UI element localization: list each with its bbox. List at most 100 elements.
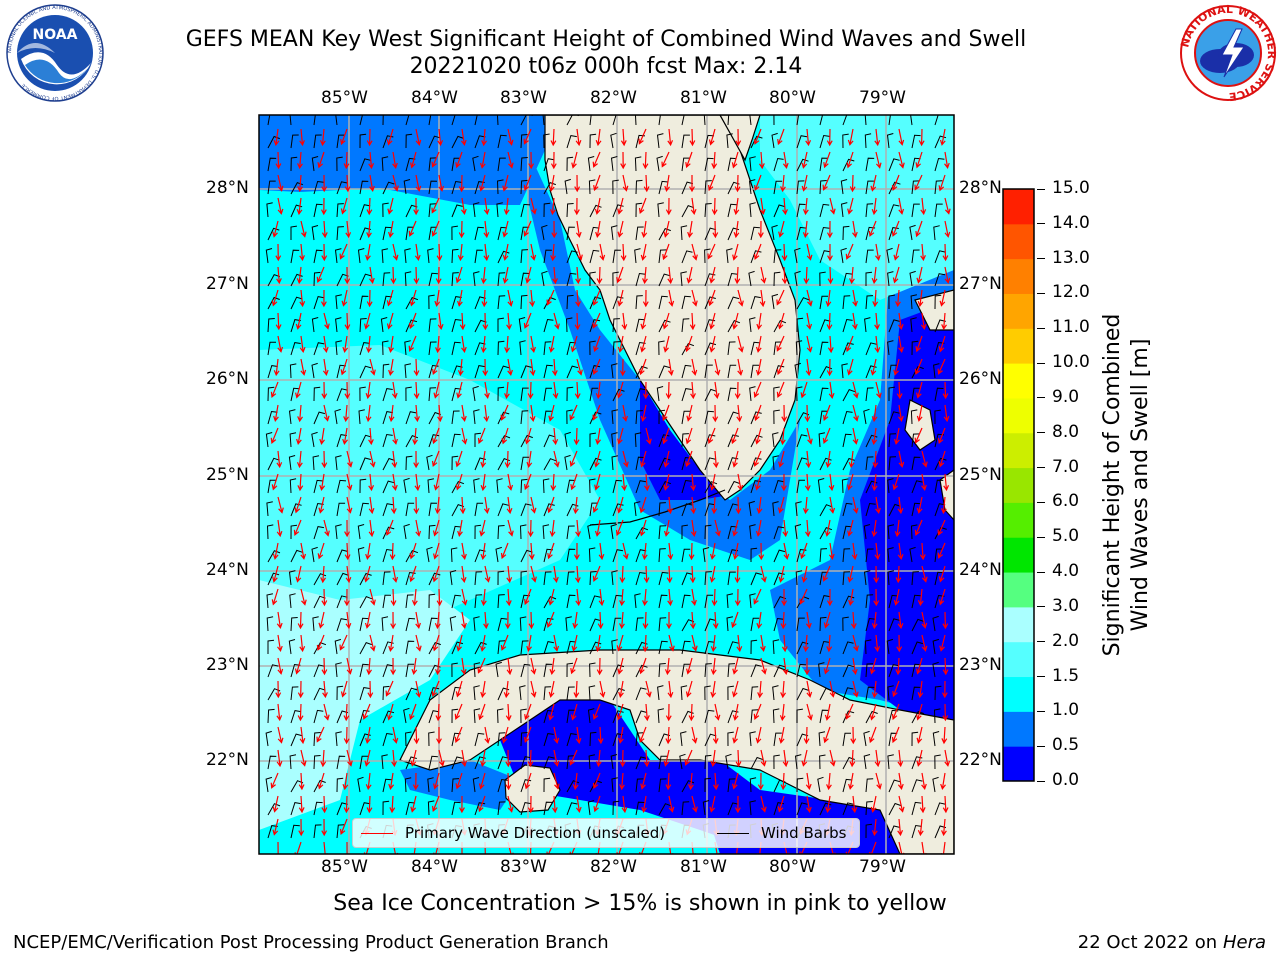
wind-barb (427, 478, 435, 494)
wave-direction-arrow (530, 197, 537, 215)
wave-direction-arrow (527, 749, 534, 768)
wind-barb (887, 340, 894, 356)
wave-direction-arrow (873, 588, 880, 607)
wind-barb (520, 640, 529, 655)
wind-barb (288, 409, 296, 425)
wind-barb (934, 115, 939, 126)
wind-barb (451, 662, 458, 678)
wind-barb (428, 411, 441, 425)
wave-direction-arrow (432, 519, 440, 537)
wave-direction-arrow (459, 312, 466, 331)
wave-direction-arrow (507, 473, 514, 491)
wave-direction-arrow (872, 289, 879, 308)
wave-direction-arrow (732, 243, 739, 261)
wave-direction-arrow (500, 404, 509, 421)
wave-direction-arrow (620, 128, 627, 147)
wave-direction-arrow (827, 335, 834, 354)
wave-direction-arrow (592, 496, 601, 513)
wind-barb (359, 342, 370, 356)
wave-direction-arrow (319, 473, 326, 492)
wind-barb (610, 754, 618, 770)
wind-barb (658, 409, 666, 425)
wave-direction-arrow (896, 381, 903, 400)
wave-direction-arrow (826, 358, 833, 377)
wind-barb (312, 455, 320, 471)
wave-direction-arrow (365, 243, 371, 262)
wave-direction-arrow (408, 335, 417, 352)
wind-barb (566, 203, 574, 218)
wave-direction-arrow (871, 266, 878, 285)
wind-barb (334, 408, 341, 425)
wind-barb (405, 756, 417, 770)
wave-direction-arrow (667, 496, 673, 515)
wave-direction-arrow (757, 680, 763, 699)
wind-barb (842, 548, 851, 563)
wave-direction-arrow (319, 427, 325, 446)
wave-direction-arrow (598, 588, 605, 607)
wind-barb (842, 687, 854, 701)
wind-barb (588, 754, 596, 770)
wind-barb (311, 225, 319, 241)
wind-barb (819, 802, 832, 816)
wind-barb (267, 135, 280, 149)
wave-direction-arrow (592, 703, 601, 720)
wave-direction-arrow (390, 611, 397, 630)
wind-barb (934, 754, 941, 770)
wind-barb (611, 432, 618, 448)
wave-direction-arrow (548, 588, 555, 606)
wave-direction-arrow (323, 519, 330, 537)
wave-direction-arrow (480, 450, 487, 469)
wave-direction-arrow (345, 220, 352, 239)
wind-barb (566, 802, 578, 816)
wind-barb (773, 386, 780, 402)
wave-direction-arrow (477, 657, 486, 674)
wave-direction-arrow (413, 450, 420, 469)
wind-barb (589, 340, 596, 356)
wind-barb (796, 457, 808, 471)
wave-direction-arrow (340, 358, 348, 376)
wind-barb (911, 456, 921, 471)
wave-direction-arrow (871, 680, 878, 699)
wind-barb (727, 663, 736, 678)
wave-direction-arrow (299, 726, 306, 745)
wave-direction-arrow (668, 358, 674, 377)
wave-direction-arrow (737, 358, 744, 376)
wave-direction-arrow (546, 611, 555, 628)
wind-barb (313, 687, 326, 701)
wave-direction-arrow (549, 519, 556, 538)
wind-barb (819, 180, 827, 195)
wave-direction-arrow (806, 795, 812, 814)
wind-barb (750, 434, 763, 448)
colorbar-tick-label: 2.0 (1052, 630, 1080, 651)
wind-barb (681, 410, 691, 425)
wave-direction-arrow (871, 818, 878, 837)
wind-barb (773, 664, 786, 678)
wind-barb (726, 133, 733, 149)
wind-barb (451, 756, 463, 770)
wave-direction-arrow (507, 128, 514, 146)
wind-barb (749, 115, 752, 126)
wind-barb (541, 270, 548, 287)
wind-barb (909, 270, 916, 287)
wave-direction-arrow (480, 266, 487, 285)
wind-barb (727, 503, 739, 517)
wind-barb (819, 709, 829, 724)
wind-barb (451, 157, 461, 172)
wind-barb (704, 227, 717, 241)
wind-barb (934, 526, 947, 540)
wave-direction-arrow (852, 289, 858, 307)
wave-direction-arrow (642, 289, 649, 308)
wind-barb (336, 156, 343, 172)
wind-barb (382, 664, 394, 678)
wind-barb (336, 181, 348, 195)
wave-direction-arrow (344, 312, 351, 331)
wave-direction-arrow (386, 128, 394, 146)
wind-barb (313, 386, 321, 402)
wave-direction-arrow (709, 565, 716, 583)
wave-direction-arrow (365, 404, 372, 423)
wave-direction-arrow (593, 335, 601, 353)
wave-direction-arrow (801, 565, 808, 583)
wave-direction-arrow (915, 151, 923, 169)
wind-barb (865, 249, 874, 264)
wave-direction-arrow (778, 726, 785, 744)
